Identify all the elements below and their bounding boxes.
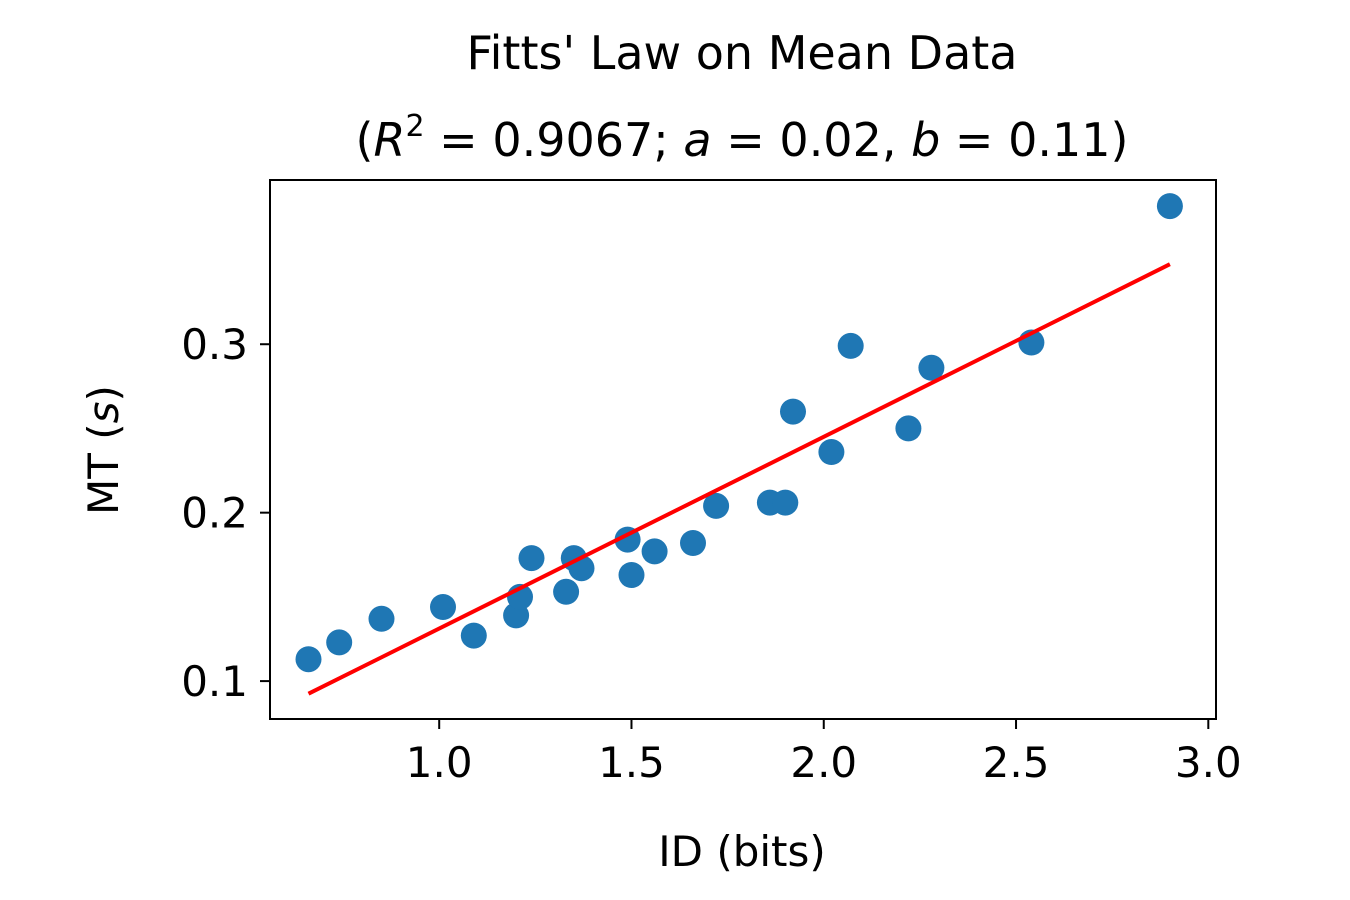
y-axis-label: MT (s) <box>79 385 128 515</box>
y-axis-label-unit: s <box>79 401 128 423</box>
data-point <box>680 530 706 556</box>
subtitle-r-symbol: R <box>373 113 405 167</box>
data-point <box>641 538 668 565</box>
subtitle-a-value: 0.02 <box>779 113 881 167</box>
x-axis-label: ID (bits) <box>658 827 826 876</box>
subtitle-b-symbol: b <box>911 113 940 167</box>
subtitle-equals-2: = <box>712 113 780 167</box>
x-tick-label: 2.5 <box>983 738 1050 787</box>
data-point <box>368 605 395 632</box>
data-point <box>703 492 730 519</box>
x-tick-label: 3.0 <box>1175 738 1242 787</box>
points-layer <box>295 193 1183 673</box>
plot-area-frame <box>269 179 1217 720</box>
subtitle-a-symbol: a <box>683 113 711 167</box>
y-tick-label: 0.1 <box>181 657 248 706</box>
y-axis-label-suffix: ) <box>79 385 128 401</box>
fit-line-layer <box>307 262 1171 696</box>
data-point <box>295 646 322 673</box>
x-tick-label: 2.0 <box>790 738 857 787</box>
fit-line <box>307 262 1171 696</box>
data-point <box>780 398 806 425</box>
data-point <box>518 545 545 572</box>
x-axis-ticks: 1.0 1.5 2.0 2.5 3.0 <box>406 719 1242 787</box>
subtitle-sep-1: ; <box>653 113 683 167</box>
chart-subtitle: (R2 = 0.9067; a = 0.02, b = 0.11) <box>356 109 1129 167</box>
subtitle-close-paren: ) <box>1111 113 1129 167</box>
data-point <box>553 578 580 605</box>
subtitle-r2-value: 0.9067 <box>492 113 653 167</box>
subtitle-b-value: 0.11 <box>1008 113 1110 167</box>
data-point <box>618 562 645 588</box>
x-tick-label: 1.0 <box>406 738 473 787</box>
data-point <box>326 629 353 656</box>
data-point <box>895 415 922 442</box>
subtitle-open-paren: ( <box>356 113 374 167</box>
subtitle-equals-3: = <box>940 113 1008 167</box>
data-point <box>818 439 845 465</box>
y-axis-label-prefix: MT ( <box>79 423 128 515</box>
chart-title: Fitts' Law on Mean Data <box>467 26 1018 80</box>
x-tick-label: 1.5 <box>598 738 665 787</box>
y-tick-label: 0.3 <box>181 320 248 369</box>
subtitle-equals-1: = <box>425 113 493 167</box>
data-point <box>918 354 945 381</box>
data-point <box>460 622 487 649</box>
data-point <box>430 594 456 620</box>
subtitle-r-exponent: 2 <box>405 109 424 144</box>
y-tick-label: 0.2 <box>181 489 248 538</box>
subtitle-sep-2: , <box>882 113 911 167</box>
y-axis-ticks: 0.1 0.2 0.3 <box>181 320 270 706</box>
data-point <box>837 332 864 359</box>
data-point <box>1156 193 1183 220</box>
data-point <box>772 489 799 516</box>
